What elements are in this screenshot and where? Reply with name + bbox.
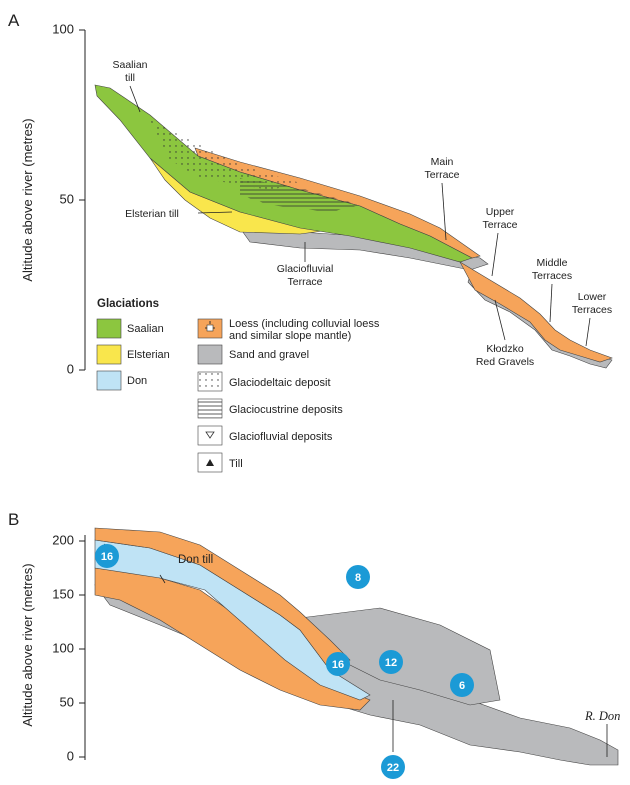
- legend-label: Elsterian: [127, 349, 170, 361]
- legend-label: Glaciofluvial deposits: [229, 431, 333, 443]
- legend-label: Glaciocustrine deposits: [229, 404, 343, 416]
- site-marker: 16: [332, 659, 344, 671]
- axis-title: Altitude above river (metres): [20, 563, 35, 726]
- y-tick-label: 0: [67, 748, 74, 763]
- legend: Glaciations Saalian Elsterian Don Loess …: [97, 298, 380, 472]
- ticks: 0 50 100 150 200: [52, 532, 85, 763]
- legend-label: Glaciodeltaic deposit: [229, 377, 331, 389]
- site-marker: 16: [101, 551, 113, 563]
- legend-label: Till: [229, 458, 243, 470]
- panel-label: A: [8, 11, 20, 30]
- legend-label: Don: [127, 375, 147, 387]
- site-marker: 8: [355, 572, 361, 584]
- legend-label: Saalian: [127, 323, 164, 335]
- y-tick-label: 200: [52, 532, 74, 547]
- legend-label: Sand and gravel: [229, 349, 309, 361]
- y-tick-label: 0: [67, 361, 74, 376]
- site-marker: 22: [387, 762, 399, 774]
- legend-title: Glaciations: [97, 298, 159, 310]
- y-tick-label: 150: [52, 586, 74, 601]
- ticks: 0 50 100: [52, 21, 85, 376]
- annotation: Elsterian till: [125, 208, 179, 220]
- y-tick-label: 50: [60, 694, 74, 709]
- annotation: Don till: [178, 554, 213, 566]
- figure: A Altitude above river (metres) 0 50 100 S…: [0, 0, 630, 785]
- y-tick-label: 50: [60, 191, 74, 206]
- cross-section-b: [95, 528, 618, 765]
- site-marker: 6: [459, 680, 465, 692]
- annotation: R. Don: [584, 709, 620, 723]
- panel-label: B: [8, 510, 19, 529]
- y-tick-label: 100: [52, 21, 74, 36]
- axis-title: Altitude above river (metres): [20, 118, 35, 281]
- site-marker: 12: [385, 657, 397, 669]
- y-tick-label: 100: [52, 640, 74, 655]
